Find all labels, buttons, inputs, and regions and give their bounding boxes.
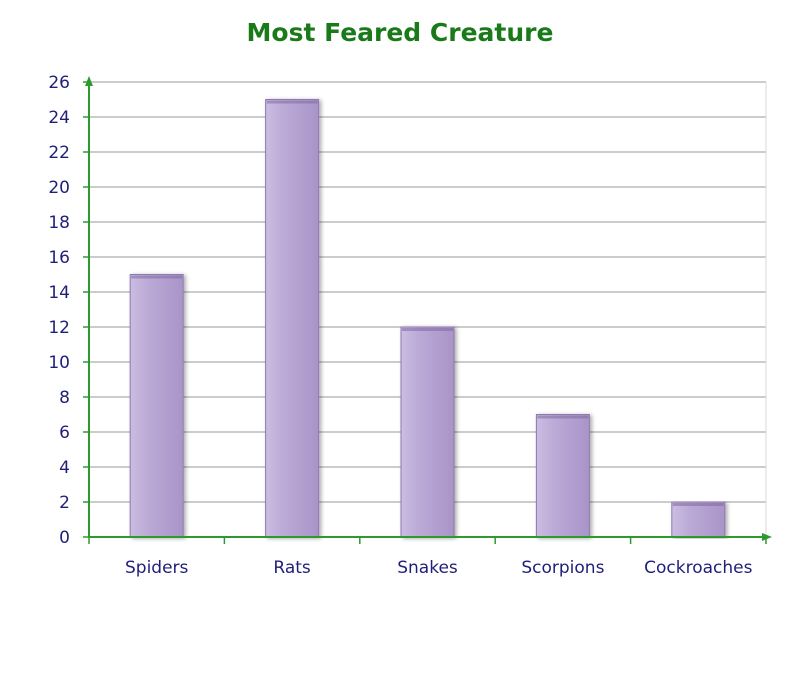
x-tick-labels: Spiders Rats Snakes Scorpions Cockroaches [125, 558, 753, 578]
bar-rats [265, 99, 320, 538]
axes [83, 76, 772, 544]
y-tick-label: 8 [59, 388, 70, 408]
bar-snakes [400, 326, 455, 538]
y-tick-label: 20 [48, 178, 70, 198]
bar-top-edge [672, 503, 724, 506]
y-tick-label: 10 [48, 353, 70, 373]
bar-top-edge [131, 275, 183, 279]
y-tick-label: 0 [59, 528, 70, 548]
y-axis-arrow [85, 76, 93, 86]
x-tick-label: Snakes [397, 558, 458, 578]
y-tick-label: 4 [59, 458, 70, 478]
y-tick-label: 26 [48, 73, 70, 93]
y-tick-label: 2 [59, 493, 70, 513]
x-tick-label: Cockroaches [644, 558, 752, 578]
bar-spiders [129, 274, 184, 538]
bar-top-edge [402, 328, 453, 331]
bar-top-edge [266, 100, 318, 104]
y-tick-label: 16 [48, 248, 70, 268]
x-tick-label: Spiders [125, 558, 189, 578]
bar-cockroaches [671, 501, 726, 538]
y-tick-label: 6 [59, 423, 70, 443]
y-tick-label: 14 [48, 283, 70, 303]
y-tick-label: 24 [48, 108, 70, 128]
bar-scorpions [535, 414, 590, 538]
bar-top-edge [537, 415, 589, 419]
x-axis-arrow [762, 533, 772, 541]
y-tick-label: 22 [48, 143, 70, 163]
chart-title: Most Feared Creature [246, 18, 554, 47]
y-tick-label: 12 [48, 318, 70, 338]
x-tick-label: Scorpions [521, 558, 604, 578]
x-tick-label: Rats [273, 558, 311, 578]
bars [129, 99, 726, 538]
y-tick-label: 18 [48, 213, 70, 233]
